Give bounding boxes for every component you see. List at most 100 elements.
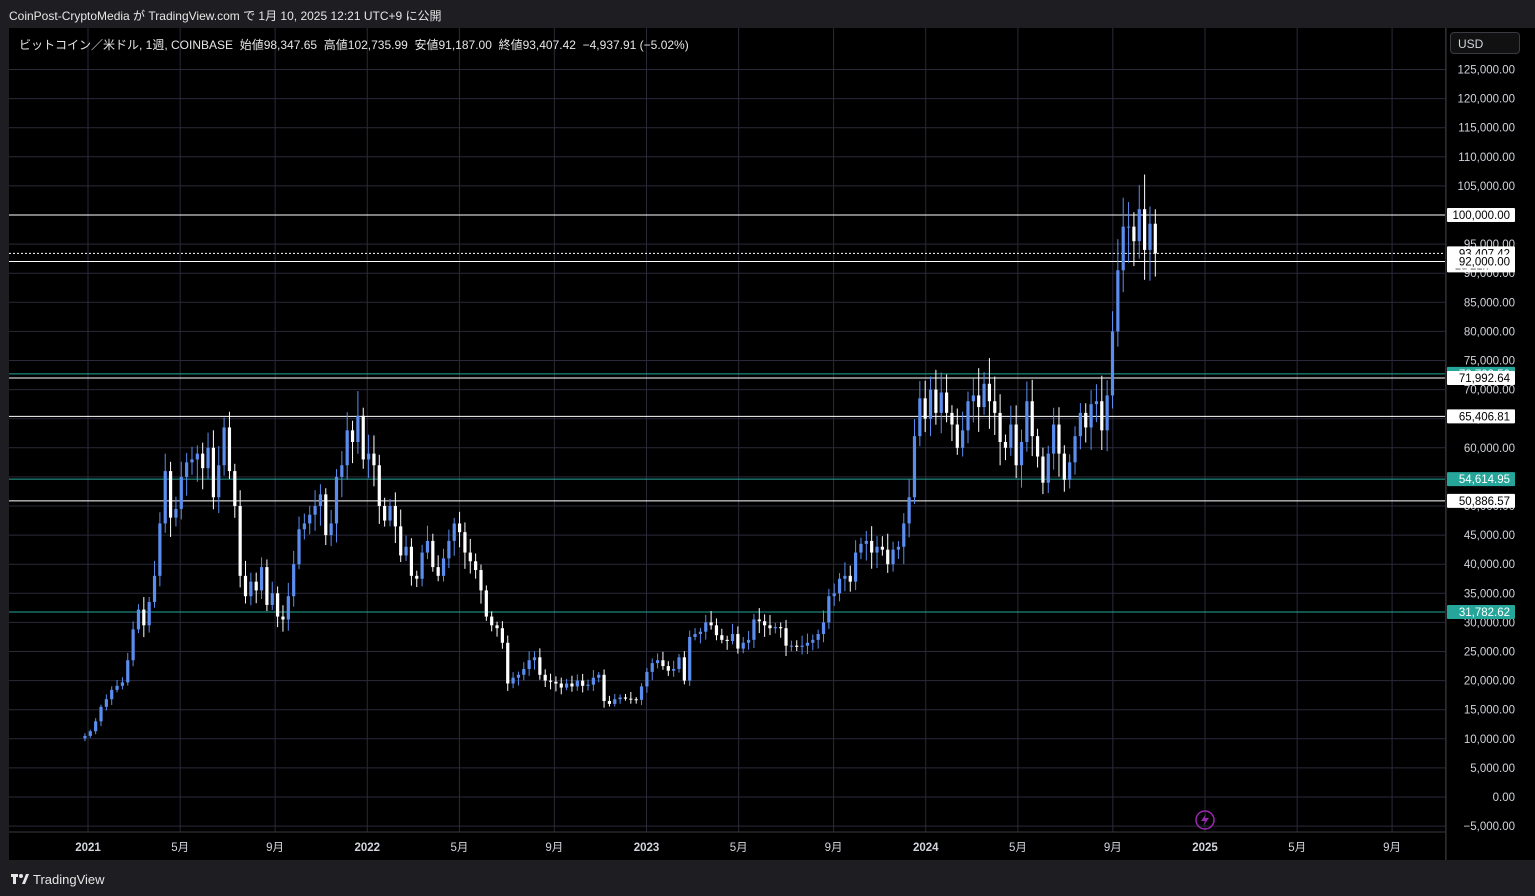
candle-body — [495, 625, 499, 629]
candle-body — [1073, 436, 1077, 463]
candle-body — [211, 447, 215, 498]
candle-body — [618, 697, 622, 700]
candle-body — [918, 398, 922, 437]
chart-area[interactable] — [9, 28, 1445, 860]
candle-body — [506, 642, 510, 684]
candle-body — [554, 681, 558, 684]
candle-body — [928, 389, 933, 419]
y-tick-label: 105,000.00 — [1457, 181, 1515, 193]
candle-body — [1105, 395, 1109, 431]
candle-body — [944, 392, 949, 413]
candle-body — [634, 699, 638, 701]
chart-legend: ビットコイン／米ドル, 1週, COINBASE 始値98,347.65 高値1… — [19, 36, 689, 53]
candle-body — [115, 685, 119, 690]
candle-body — [1110, 331, 1115, 396]
candle-body — [474, 561, 478, 571]
candle-body — [452, 523, 456, 541]
candle-body — [704, 622, 708, 632]
candle-body — [741, 642, 745, 649]
candle-body — [816, 634, 820, 640]
candle-body — [147, 602, 151, 626]
candle-body — [998, 412, 1002, 442]
candle-body — [356, 415, 360, 442]
candles — [83, 174, 1157, 742]
candle-body — [168, 471, 173, 518]
y-tick-label: 0.00 — [1493, 792, 1515, 804]
candle-body — [661, 660, 665, 667]
candle-body — [302, 523, 306, 530]
candle-body — [1126, 226, 1131, 228]
candle-body — [527, 660, 531, 669]
candle-body — [961, 430, 965, 448]
x-tick-label: 2021 — [75, 842, 101, 854]
candle-body — [490, 616, 494, 626]
candle-body — [1046, 453, 1050, 483]
candle-body — [190, 459, 194, 463]
candle-body — [249, 581, 253, 597]
candle-body — [415, 575, 419, 579]
candle-body — [94, 721, 98, 732]
candle-body — [431, 540, 435, 568]
candle-body — [313, 506, 317, 515]
currency-button[interactable]: USD — [1450, 32, 1520, 54]
footer-brand[interactable]: TradingView — [33, 872, 105, 887]
candle-body — [854, 552, 858, 582]
candle-body — [1041, 456, 1045, 483]
price-axis-area[interactable] — [1446, 28, 1535, 860]
candle-body — [174, 508, 178, 518]
candle-body — [666, 666, 670, 671]
candle-body — [623, 697, 628, 699]
candle-body — [511, 677, 515, 684]
candle-body — [393, 506, 397, 527]
candle-body — [292, 564, 296, 597]
candle-body — [1009, 424, 1013, 448]
candle-body — [1019, 441, 1024, 466]
grid — [9, 28, 1447, 860]
x-tick-label: 2022 — [354, 842, 380, 854]
candle-body — [500, 628, 504, 643]
y-tick-label: 25,000.00 — [1464, 647, 1515, 659]
candle-body — [270, 593, 274, 605]
y-axis: 125,000.00 120,000.00 115,000.00 110,000.00… — [1457, 65, 1515, 834]
candle-body — [993, 401, 997, 413]
candle-body — [982, 383, 986, 408]
candle-body — [88, 731, 92, 736]
candle-body — [361, 415, 365, 460]
x-tick-label: 2023 — [634, 842, 660, 854]
y-tick-label: 15,000.00 — [1464, 705, 1515, 717]
tradingview-logo-icon[interactable] — [11, 872, 29, 889]
candle-body — [886, 549, 890, 565]
candle-body — [350, 430, 355, 442]
x-tick-label: 9月 — [266, 842, 284, 854]
candle-body — [682, 657, 686, 681]
candle-body — [907, 497, 911, 524]
candle-body — [1014, 424, 1018, 466]
candle-body — [864, 540, 868, 544]
lightning-icon[interactable] — [1195, 810, 1215, 830]
candle-body — [655, 660, 660, 664]
candle-body — [195, 453, 199, 460]
candle-body — [575, 680, 579, 687]
candle-body — [977, 395, 981, 408]
candle-body — [789, 645, 793, 647]
candle-body — [607, 700, 612, 704]
candle-body — [677, 657, 681, 669]
candle-body — [688, 636, 692, 681]
candle-body — [532, 657, 537, 661]
candle-body — [243, 575, 248, 597]
candle-body — [233, 471, 237, 506]
level-badge — [1447, 605, 1515, 620]
candle-body — [736, 634, 740, 649]
candle-body — [1132, 226, 1136, 242]
candle-body — [650, 663, 654, 672]
candle-body — [479, 570, 483, 591]
candle-body — [768, 625, 772, 629]
candle-body — [163, 471, 167, 524]
level-badge-label: 92,000.00 — [1459, 257, 1510, 269]
candle-body — [934, 389, 938, 413]
candle-body — [104, 699, 108, 707]
candle-body — [827, 596, 831, 623]
level-badge-label: 50,886.57 — [1459, 496, 1510, 508]
candle-body — [1084, 412, 1088, 428]
